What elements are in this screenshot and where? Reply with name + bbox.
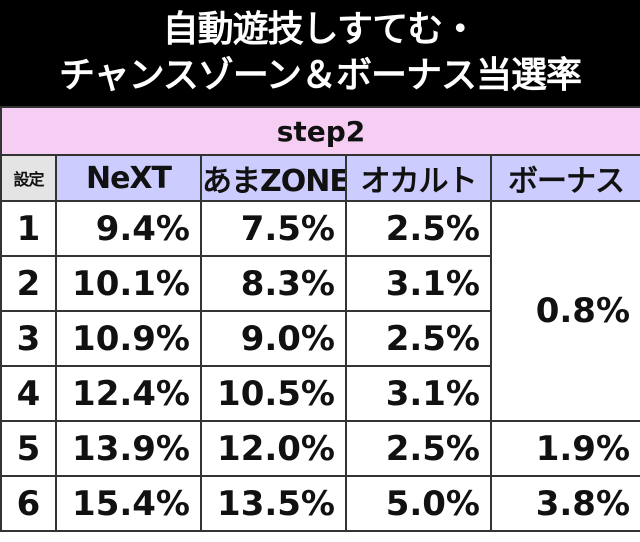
- rate-cell: 12.0%: [200, 420, 347, 477]
- setting-cell: 4: [0, 365, 57, 422]
- header-cell: 設定: [0, 154, 57, 202]
- header-cell: あまZONE: [200, 154, 347, 202]
- setting-cell: 5: [0, 420, 57, 477]
- title-bar: 自動遊技しすてむ・チャンスゾーン＆ボーナス当選率: [0, 0, 640, 106]
- setting-cell: 6: [0, 475, 57, 532]
- rate-cell: 3.1%: [345, 365, 492, 422]
- header-row: 設定 NeXT あまZONE オカルト ボーナス: [0, 154, 640, 202]
- title-line: チャンスゾーン＆ボーナス当選率: [58, 55, 582, 96]
- rate-cell: 10.9%: [55, 310, 202, 367]
- rate-cell: 0.8%: [489, 200, 640, 422]
- rate-cell: 2.5%: [345, 310, 492, 367]
- rate-cell: 2.5%: [345, 200, 492, 257]
- rate-cell: 8.3%: [200, 255, 347, 312]
- rate-cell: 10.5%: [200, 365, 347, 422]
- rate-cell: 7.5%: [200, 200, 347, 257]
- caption-cell: step2: [0, 106, 640, 156]
- rate-cell: 13.9%: [55, 420, 202, 477]
- data-row: 4 12.4% 10.5% 3.1%: [0, 365, 640, 422]
- rate-cell: 9.4%: [55, 200, 202, 257]
- rate-cell: 2.5%: [345, 420, 492, 477]
- rate-cell: 9.0%: [200, 310, 347, 367]
- data-row: 1 9.4% 7.5% 2.5% 0.8%: [0, 200, 640, 422]
- title-line: 自動遊技しすてむ・: [162, 9, 479, 50]
- header-cell: ボーナス: [489, 154, 640, 202]
- rate-cell: 10.1%: [55, 255, 202, 312]
- setting-cell: 3: [0, 310, 57, 367]
- data-row: 5 13.9% 12.0% 2.5% 1.9%: [0, 420, 640, 477]
- setting-cell: 2: [0, 255, 57, 312]
- table-body: step2 設定 NeXT あまZONE オカルト ボーナス 1 9.4% 7.5% 2.5% 0.…: [0, 106, 640, 532]
- rate-cell: 13.5%: [200, 475, 347, 532]
- data-row: 3 10.9% 9.0% 2.5%: [0, 310, 640, 367]
- rate-cell: 3.8%: [489, 475, 640, 532]
- rate-table: step2 設定 NeXT あまZONE オカルト ボーナス 1 9.4% 7.5% 2.5% 0.…: [0, 106, 640, 532]
- setting-cell: 1: [0, 200, 57, 257]
- data-row: 2 10.1% 8.3% 3.1%: [0, 255, 640, 312]
- data-row: 6 15.4% 13.5% 5.0% 3.8%: [0, 475, 640, 532]
- rate-cell: 1.9%: [489, 420, 640, 477]
- rate-cell: 12.4%: [55, 365, 202, 422]
- header-cell: オカルト: [345, 154, 492, 202]
- caption-row: step2: [0, 106, 640, 156]
- header-cell: NeXT: [55, 154, 202, 202]
- rate-cell: 15.4%: [55, 475, 202, 532]
- rate-cell: 5.0%: [345, 475, 492, 532]
- rate-cell: 3.1%: [345, 255, 492, 312]
